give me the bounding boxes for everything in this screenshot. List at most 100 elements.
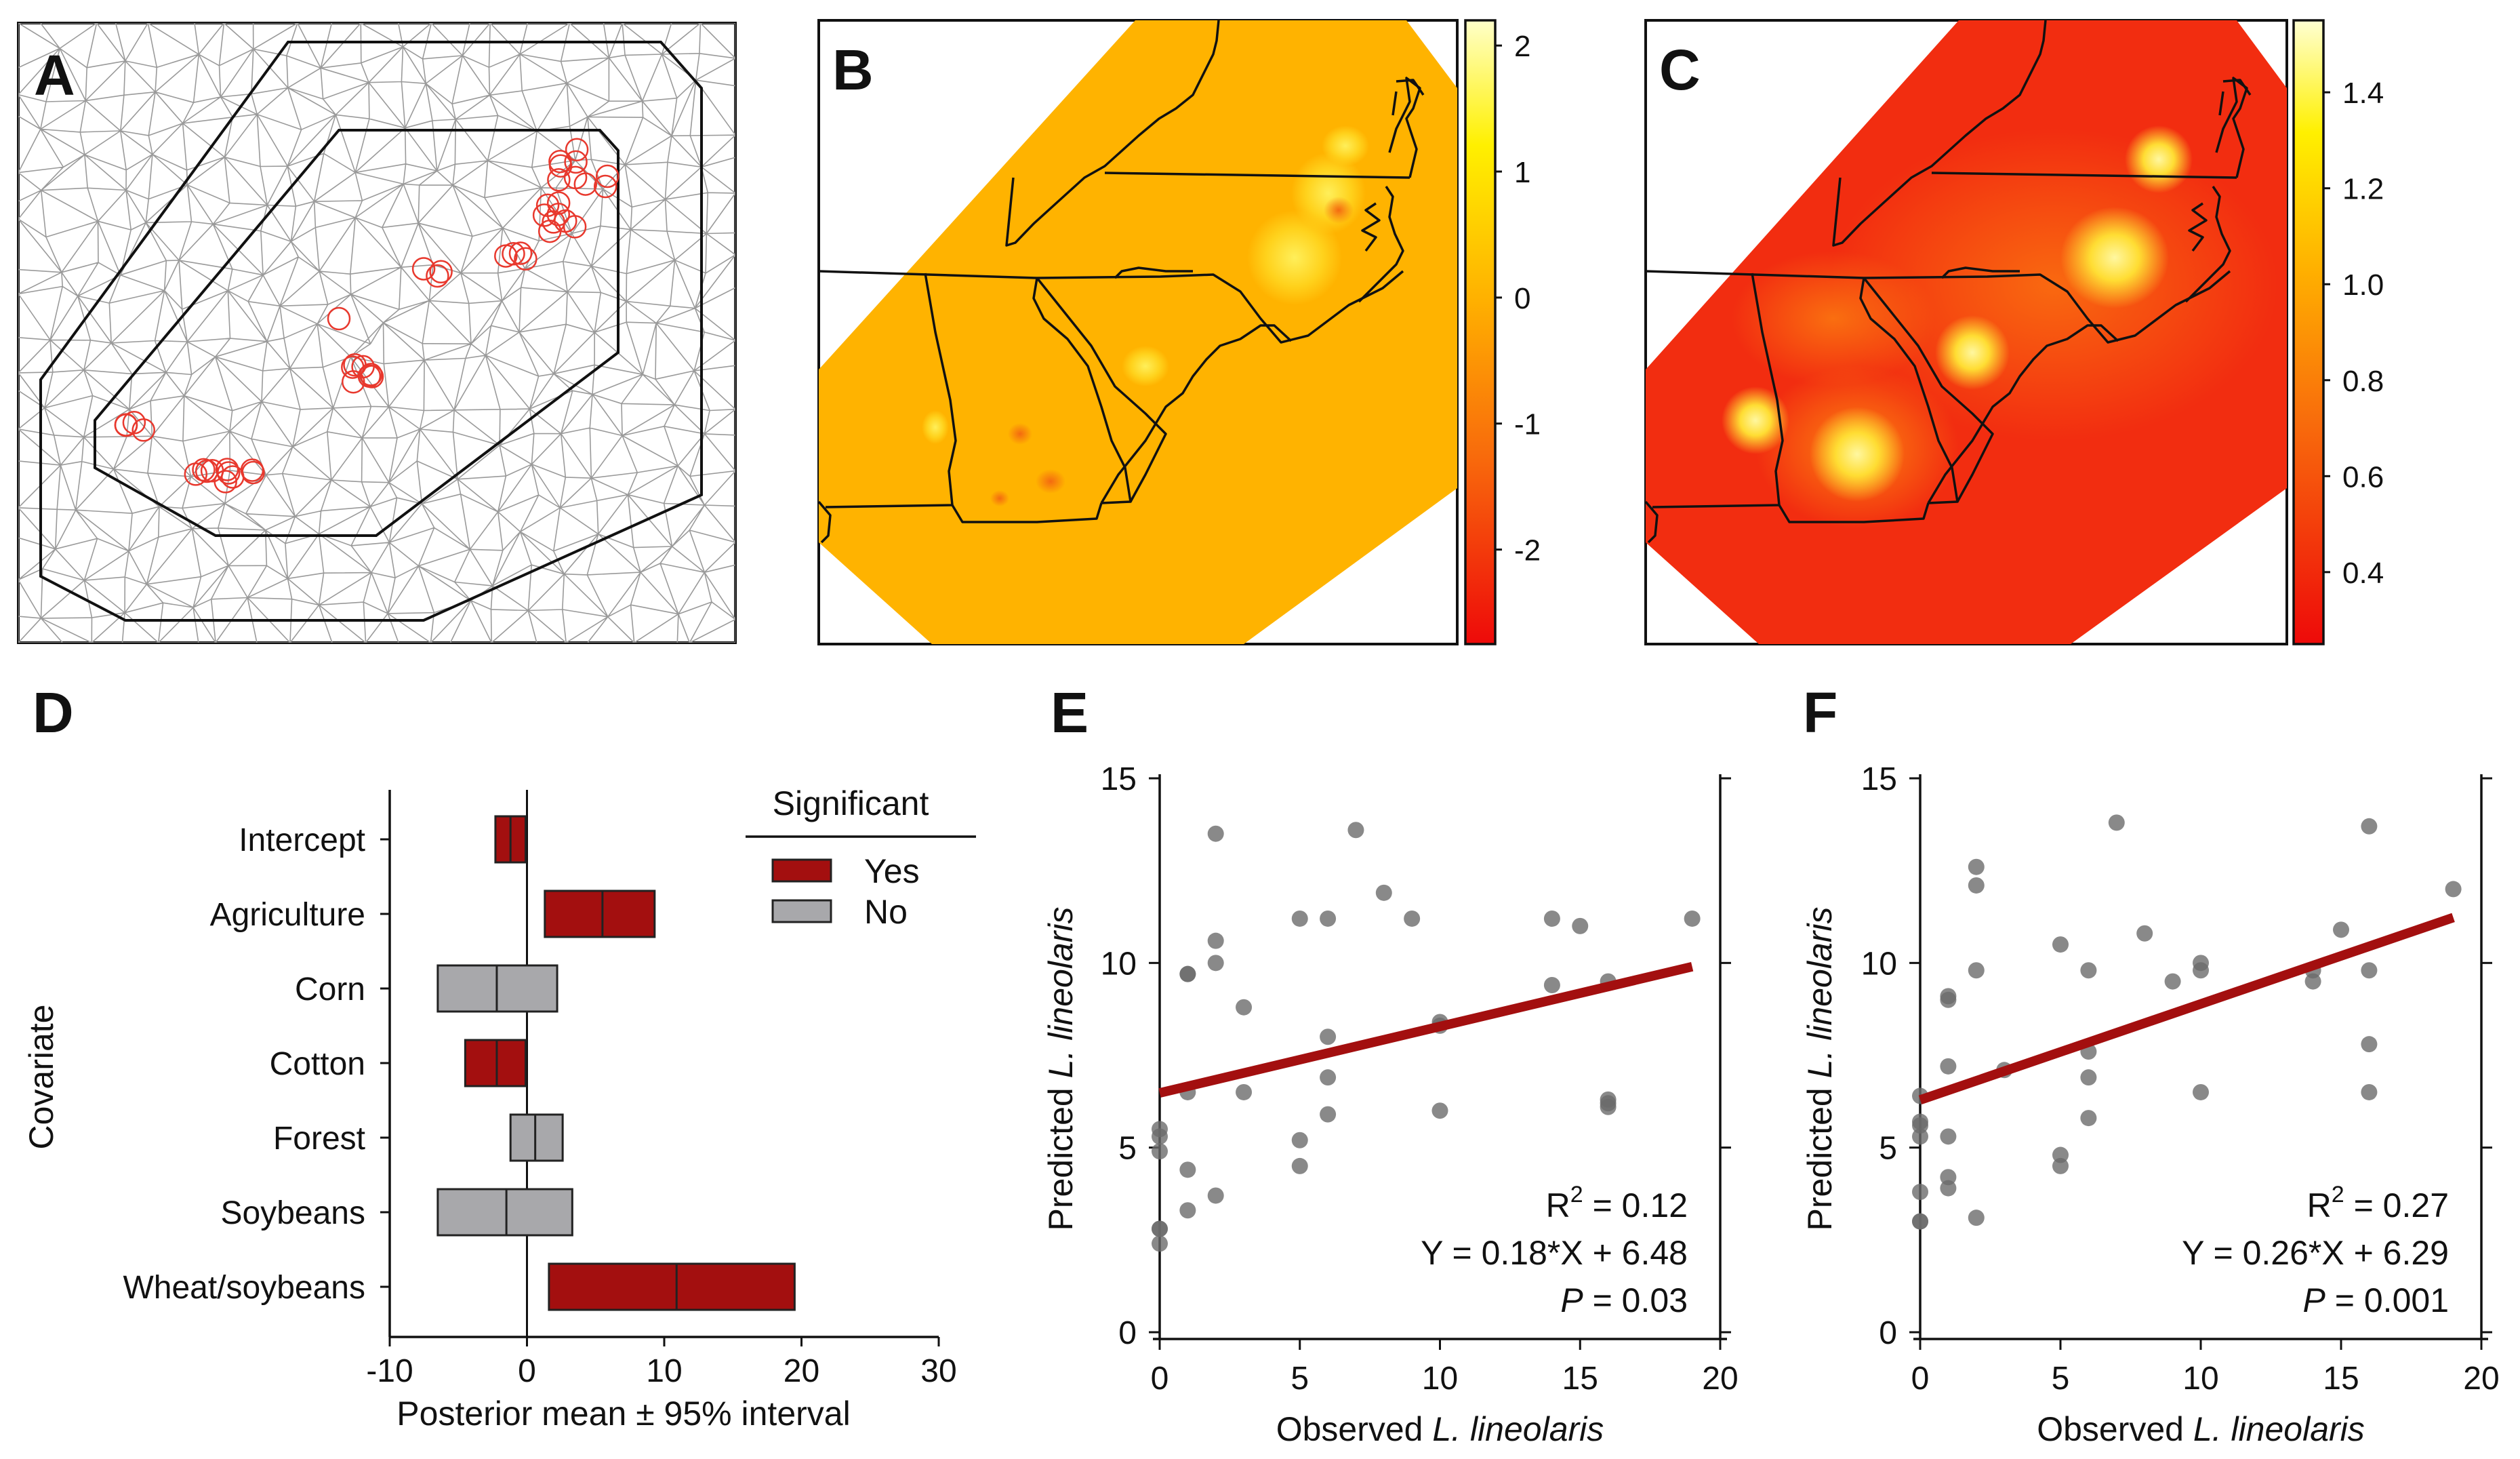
data-point (1152, 1121, 1168, 1138)
data-point (2080, 1110, 2097, 1127)
y-tick-label: 5 (1118, 1131, 1137, 1167)
interval-bar (548, 1262, 796, 1311)
observation-site-marker (548, 149, 572, 174)
y-axis-title-species: L. lineolaris (1801, 906, 1839, 1078)
r-squared-prefix: R (2307, 1186, 2332, 1224)
data-point (2361, 962, 2378, 979)
cold-ga-west (1008, 423, 1032, 445)
data-point (1940, 1180, 1957, 1197)
y-axis-title-prefix: Predicted (1042, 1078, 1080, 1231)
x-tick-label: 15 (1562, 1361, 1598, 1397)
y-tick-label: 10 (1101, 946, 1137, 982)
data-point (1236, 999, 1253, 1016)
y-axis-title-prefix: Predicted (1801, 1078, 1839, 1231)
x-axis-title-species: L. lineolaris (1432, 1410, 1604, 1448)
data-point (1912, 1213, 1928, 1230)
r-squared-superscript: 2 (1570, 1182, 1583, 1207)
observation-site-marker (131, 418, 155, 442)
y-axis-title: Covariate (22, 1005, 60, 1150)
x-axis-title-species: L. lineolaris (2193, 1410, 2365, 1448)
panel-f-label: F (1803, 681, 1837, 744)
data-point (2108, 814, 2125, 831)
data-point (1600, 1091, 1617, 1108)
observation-site-marker (565, 138, 589, 161)
p-value: = 0.001 (2325, 1281, 2449, 1319)
data-point (2052, 1157, 2069, 1174)
legend-swatch-no (771, 899, 832, 923)
legend-title: Significant (773, 784, 929, 822)
data-point (1236, 1083, 1253, 1100)
data-point (1320, 1069, 1337, 1086)
data-point (1543, 977, 1560, 994)
interval-bar (464, 1039, 527, 1087)
x-tick-label: 10 (1422, 1361, 1458, 1397)
x-tick-label: 10 (646, 1353, 682, 1389)
observation-site-marker (542, 210, 565, 234)
chart-e: 0 5 10 15 20 0 5 10 15 R2 = 0.12 Y = 0.18*X + 6.48… (1042, 761, 1739, 1448)
observation-site-marker (429, 260, 453, 284)
data-point (1968, 962, 1985, 979)
data-point (1152, 1235, 1168, 1252)
data-point (1347, 822, 1364, 839)
regression-equation: Y = 0.26*X + 6.29 (2182, 1234, 2449, 1272)
p-symbol: P (2303, 1281, 2326, 1319)
data-point (2193, 962, 2209, 979)
r-squared-value: = 0.27 (2344, 1186, 2449, 1224)
data-point (1572, 917, 1589, 934)
x-tick-label: 10 (2182, 1361, 2218, 1397)
sd-hot-va (2125, 125, 2193, 193)
observation-site-marker (593, 174, 617, 199)
colorbar-tick-label: -2 (1514, 534, 1541, 567)
panel-c-label: C (1659, 38, 1701, 102)
p-value: = 0.03 (1583, 1281, 1688, 1319)
data-point (1152, 1220, 1168, 1237)
data-point (1684, 910, 1701, 927)
legend-label-no: No (864, 893, 908, 931)
data-point (1320, 1106, 1337, 1123)
panel-a: A (17, 22, 737, 644)
data-point (1968, 877, 1985, 894)
data-point (1543, 910, 1560, 927)
panel-a-label: A (34, 43, 75, 107)
data-point (1320, 1028, 1337, 1045)
data-point (1968, 1210, 1985, 1226)
chart-d: -10 0 10 20 30 Intercept Agriculture Corn Cotton… (22, 784, 976, 1433)
observation-site-marker (595, 164, 619, 188)
hotspot-sc (1122, 346, 1169, 386)
colorbar-tick-label: 0.4 (2342, 557, 2384, 590)
x-tick-label: 20 (784, 1353, 819, 1389)
panel-e: E 0 5 10 15 20 0 5 10 15 R2 = 0.12 Y = 0.18*X + 6.… (1042, 681, 1739, 1448)
p-value-label: P = 0.001 (2303, 1281, 2449, 1319)
category-label: Corn (295, 972, 365, 1007)
data-point (1375, 884, 1392, 901)
data-point (1404, 910, 1421, 927)
observation-site-marker (508, 241, 533, 265)
x-tick-label: 5 (2052, 1361, 2070, 1397)
chart-f: 0 5 10 15 20 0 5 10 15 R2 = 0.27 Y = 0.26*X + 6.29… (1801, 761, 2500, 1448)
colorbar-tick-label: 2 (1514, 30, 1530, 63)
mesh-outer-boundary (39, 41, 703, 622)
panel-b-map (819, 20, 1457, 644)
legend-swatch-yes (771, 858, 832, 883)
x-tick-label: 0 (1911, 1361, 1930, 1397)
observation-site-marker (537, 219, 562, 243)
colorbar-b-ticks: 2 1 0 -1 -2 (1495, 30, 1541, 567)
y-tick-label: 0 (1118, 1315, 1137, 1351)
data-point (1291, 1132, 1308, 1148)
r-squared-prefix: R (1546, 1186, 1570, 1224)
observation-site-marker (564, 150, 588, 174)
observation-site-marker (241, 460, 265, 485)
data-point (1179, 965, 1196, 982)
x-axis-title: Observed L. lineolaris (2037, 1410, 2365, 1448)
x-tick-label: 20 (2463, 1361, 2499, 1397)
colorbar-c-ticks: 1.4 1.2 1.0 0.8 0.6 0.4 (2323, 77, 2384, 590)
regression-line (1918, 913, 2455, 1105)
cold-ga-south (1036, 469, 1065, 494)
mesh-inner-boundary (94, 129, 619, 537)
y-axis-title-species: L. lineolaris (1042, 906, 1080, 1078)
colorbar-tick-label: -1 (1514, 408, 1541, 441)
x-tick-label: 15 (2323, 1361, 2359, 1397)
observation-site-marker (547, 168, 571, 192)
sd-hot-nc (2060, 207, 2169, 308)
data-point (1940, 1128, 1957, 1145)
